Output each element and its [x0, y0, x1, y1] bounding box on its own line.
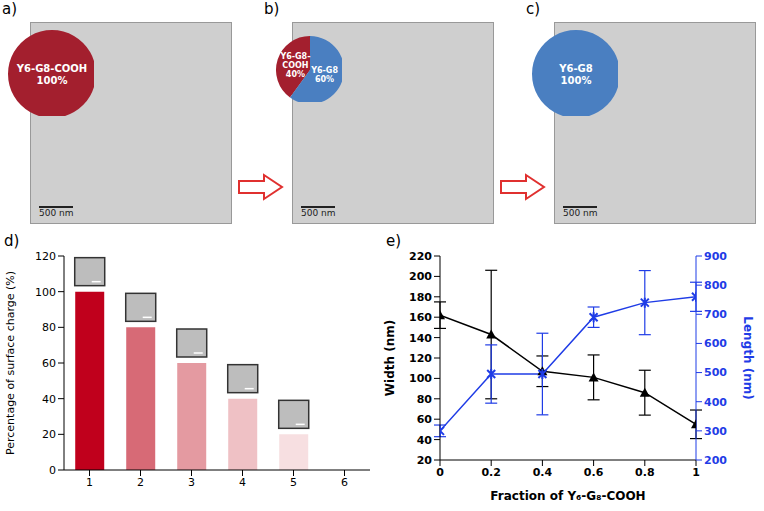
svg-text:Y6-G8-COOH100%: Y6-G8-COOH100%	[16, 63, 87, 86]
svg-text:60: 60	[42, 357, 56, 370]
svg-text:40: 40	[42, 393, 56, 406]
svg-text:1: 1	[86, 476, 93, 489]
svg-text:220: 220	[409, 250, 432, 263]
svg-text:100: 100	[35, 286, 56, 299]
svg-text:900: 900	[704, 250, 727, 263]
svg-text:160: 160	[409, 311, 432, 324]
html-text:500 nm: 500 nm	[563, 208, 598, 218]
svg-text:80: 80	[42, 321, 56, 334]
svg-text:40: 40	[417, 434, 433, 447]
svg-text:0.8: 0.8	[635, 466, 655, 479]
svg-text:0: 0	[436, 466, 444, 479]
svg-text:200: 200	[409, 270, 432, 283]
svg-text:Fraction of Y₆-G₈-COOH: Fraction of Y₆-G₈-COOH	[490, 489, 645, 503]
html-text:e): e)	[386, 232, 402, 250]
svg-text:Y6-G8-COOH40%: Y6-G8-COOH40%	[279, 52, 310, 79]
html-text:a): a)	[2, 0, 17, 18]
svg-text:6: 6	[341, 476, 348, 489]
svg-text:20: 20	[42, 428, 56, 441]
svg-text:180: 180	[409, 291, 432, 304]
svg-text:600: 600	[704, 337, 727, 350]
svg-text:200: 200	[704, 454, 727, 467]
svg-text:60: 60	[417, 413, 433, 426]
svg-text:5: 5	[290, 476, 297, 489]
svg-text:Percentage of surface charge (: Percentage of surface charge (%)	[4, 271, 17, 455]
html-text:d): d)	[4, 232, 20, 250]
svg-text:500: 500	[704, 366, 727, 379]
svg-text:1: 1	[692, 466, 700, 479]
html-text:c): c)	[526, 0, 541, 18]
svg-text:0.4: 0.4	[533, 466, 553, 479]
svg-text:2: 2	[137, 476, 144, 489]
svg-text:300: 300	[704, 425, 727, 438]
svg-text:100: 100	[409, 372, 432, 385]
svg-text:80: 80	[417, 393, 433, 406]
svg-text:700: 700	[704, 308, 727, 321]
svg-text:140: 140	[409, 332, 432, 345]
svg-text:20: 20	[417, 454, 433, 467]
svg-text:3: 3	[188, 476, 195, 489]
html-text:b): b)	[264, 0, 280, 18]
svg-text:Y6-G860%: Y6-G860%	[310, 66, 338, 84]
svg-text:800: 800	[704, 279, 727, 292]
svg-text:Y6-G8100%: Y6-G8100%	[558, 63, 593, 86]
svg-text:Width (nm): Width (nm)	[383, 320, 397, 396]
svg-text:4: 4	[239, 476, 246, 489]
svg-text:120: 120	[409, 352, 432, 365]
html-text:500 nm: 500 nm	[39, 208, 74, 218]
svg-text:Length (nm): Length (nm)	[741, 316, 755, 399]
svg-text:400: 400	[704, 396, 727, 409]
html-text:500 nm: 500 nm	[301, 208, 336, 218]
svg-text:120: 120	[35, 250, 56, 263]
svg-text:0.6: 0.6	[584, 466, 604, 479]
svg-text:0: 0	[49, 464, 56, 477]
svg-text:0.2: 0.2	[481, 466, 501, 479]
